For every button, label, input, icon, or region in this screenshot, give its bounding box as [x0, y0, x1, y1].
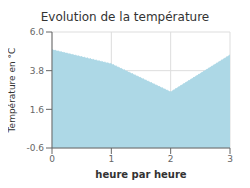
svg-text:0: 0 — [49, 154, 55, 164]
svg-text:2: 2 — [168, 154, 174, 164]
svg-text:3: 3 — [227, 154, 233, 164]
svg-text:1: 1 — [108, 154, 114, 164]
svg-text:1.6: 1.6 — [30, 105, 45, 115]
svg-text:6.0: 6.0 — [30, 27, 45, 37]
svg-text:Température en °C: Température en °C — [8, 48, 17, 134]
html-text:Evolution de la température: Evolution de la température — [40, 10, 210, 24]
svg-text:3.8: 3.8 — [30, 66, 45, 76]
svg-text:-0.6: -0.6 — [26, 143, 44, 153]
svg-text:heure par heure: heure par heure — [95, 169, 186, 180]
